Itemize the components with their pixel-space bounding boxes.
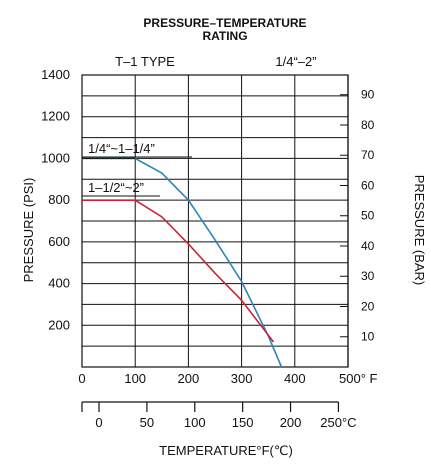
bar-tick-label: 60: [361, 178, 375, 192]
celsius-tick-label: 150: [232, 415, 254, 430]
series-lines: [82, 157, 283, 368]
bar-tick-label: 30: [361, 269, 375, 283]
y-tick-label: 1400: [41, 67, 70, 82]
y-tick-label: 1200: [41, 109, 70, 124]
y-tick-label: 200: [48, 317, 70, 332]
series-label-large: 1–1/2“~2”: [88, 180, 144, 195]
celsius-tick-label: 0: [95, 415, 102, 430]
chart-grid: [81, 74, 349, 368]
x-tick-label: 200: [178, 371, 200, 386]
x-axis-label: TEMPERATURE°F(℃): [159, 443, 293, 458]
celsius-tick-label: 250°C: [320, 415, 356, 430]
bar-tick-label: 90: [361, 88, 375, 102]
bar-tick-label: 70: [361, 148, 375, 162]
y-tick-label: 1000: [41, 150, 70, 165]
y-tick-label: 800: [48, 192, 70, 207]
chart-title-line2: RATING: [202, 29, 247, 43]
celsius-tick-label: 50: [140, 415, 154, 430]
x-tick-label: 100: [124, 371, 146, 386]
series-line-1: [82, 199, 275, 343]
chart-subtitle-size: 1/4“–2”: [275, 54, 316, 69]
chart-subtitle-type: T–1 TYPE: [115, 54, 175, 69]
y-axis-label-psi: PRESSURE (PSI): [21, 178, 36, 283]
celsius-axis: 0 50 100 150 200 250°C: [81, 401, 357, 430]
x-tick-label: 0: [78, 371, 85, 386]
bar-tick-label: 40: [361, 239, 375, 253]
x-tick-label: 500° F: [339, 371, 378, 386]
y-axis-label-bar: PRESSURE (BAR): [412, 175, 427, 286]
chart-title-line1: PRESSURE–TEMPERATURE: [143, 16, 306, 30]
x-tick-label: 300: [231, 371, 253, 386]
bar-tick-label: 50: [361, 209, 375, 223]
bar-axis: 10 20 30 40 50 60 70 80 90: [340, 75, 375, 367]
y-tick-label: 400: [48, 276, 70, 291]
bar-tick-label: 80: [361, 118, 375, 132]
y-tick-label: 600: [48, 234, 70, 249]
bar-tick-label: 20: [361, 299, 375, 313]
celsius-tick-label: 200: [280, 415, 302, 430]
x-tick-label: 400: [284, 371, 306, 386]
tick-labels: 200 400 600 800 1000 1200 1400 0 100 200 300 400 500…: [41, 67, 377, 386]
series-line-0: [82, 157, 283, 368]
bar-tick-label: 10: [361, 330, 375, 344]
celsius-tick-label: 100: [184, 415, 206, 430]
series-label-small: 1/4“~1–1/4”: [88, 141, 155, 156]
